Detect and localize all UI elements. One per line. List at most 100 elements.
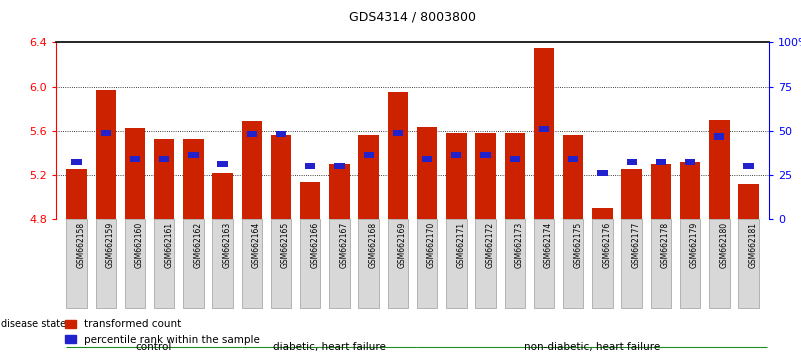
Bar: [125, 128, 145, 219]
Bar: [563, 136, 583, 219]
Text: GSM662179: GSM662179: [690, 222, 699, 268]
Bar: [276, 131, 286, 137]
Bar: [212, 173, 233, 219]
Text: GSM662167: GSM662167: [340, 222, 348, 268]
Bar: [533, 48, 554, 219]
Bar: [188, 152, 199, 158]
Bar: [271, 136, 292, 219]
Bar: [392, 130, 403, 136]
FancyBboxPatch shape: [650, 219, 671, 308]
Bar: [334, 163, 344, 170]
FancyBboxPatch shape: [417, 219, 437, 308]
Bar: [626, 159, 637, 165]
Bar: [329, 164, 350, 219]
Text: GSM662162: GSM662162: [193, 222, 203, 268]
Text: diabetic, heart failure: diabetic, heart failure: [273, 342, 386, 352]
FancyBboxPatch shape: [505, 219, 525, 308]
Bar: [481, 152, 491, 158]
FancyBboxPatch shape: [212, 219, 233, 308]
Bar: [714, 133, 724, 139]
Bar: [95, 90, 116, 219]
Bar: [101, 130, 111, 136]
FancyBboxPatch shape: [622, 219, 642, 308]
Text: non-diabetic, heart failure: non-diabetic, heart failure: [524, 342, 660, 352]
Bar: [388, 92, 409, 219]
Text: disease state ▶: disease state ▶: [1, 319, 77, 329]
Text: GSM662165: GSM662165: [281, 222, 290, 268]
Bar: [475, 133, 496, 219]
FancyBboxPatch shape: [271, 219, 292, 308]
FancyBboxPatch shape: [563, 219, 583, 308]
Bar: [505, 133, 525, 219]
Text: GSM662163: GSM662163: [223, 222, 231, 268]
Text: GSM662175: GSM662175: [574, 222, 582, 268]
FancyBboxPatch shape: [388, 219, 409, 308]
Text: GSM662159: GSM662159: [106, 222, 115, 268]
FancyBboxPatch shape: [592, 219, 613, 308]
Text: GSM662169: GSM662169: [398, 222, 407, 268]
Bar: [218, 161, 227, 167]
Bar: [685, 159, 695, 165]
Bar: [743, 163, 754, 170]
FancyBboxPatch shape: [300, 219, 320, 308]
Text: GSM662171: GSM662171: [457, 222, 465, 268]
Text: GSM662180: GSM662180: [719, 222, 728, 268]
Bar: [305, 163, 316, 170]
Text: GSM662168: GSM662168: [368, 222, 378, 268]
FancyBboxPatch shape: [66, 219, 87, 308]
FancyBboxPatch shape: [709, 219, 730, 308]
Legend: transformed count, percentile rank within the sample: transformed count, percentile rank withi…: [62, 315, 264, 349]
Text: GSM662178: GSM662178: [661, 222, 670, 268]
FancyBboxPatch shape: [329, 219, 350, 308]
Bar: [417, 127, 437, 219]
Text: GSM662158: GSM662158: [77, 222, 86, 268]
Bar: [300, 182, 320, 219]
Bar: [598, 170, 607, 176]
Bar: [364, 152, 374, 158]
Text: GSM662181: GSM662181: [748, 222, 758, 268]
Text: control: control: [135, 342, 172, 352]
Bar: [451, 152, 461, 158]
Bar: [739, 184, 759, 219]
Text: GSM662166: GSM662166: [310, 222, 320, 268]
Bar: [680, 162, 700, 219]
Text: GSM662170: GSM662170: [427, 222, 436, 268]
Bar: [71, 159, 82, 165]
Bar: [130, 156, 140, 162]
Bar: [568, 156, 578, 162]
Bar: [622, 169, 642, 219]
Bar: [154, 139, 175, 219]
Bar: [656, 159, 666, 165]
FancyBboxPatch shape: [154, 219, 175, 308]
Text: GSM662177: GSM662177: [632, 222, 641, 268]
Bar: [446, 133, 466, 219]
Bar: [159, 156, 169, 162]
Bar: [422, 156, 433, 162]
Text: GSM662172: GSM662172: [485, 222, 494, 268]
FancyBboxPatch shape: [242, 219, 262, 308]
FancyBboxPatch shape: [739, 219, 759, 308]
FancyBboxPatch shape: [95, 219, 116, 308]
Text: GSM662176: GSM662176: [602, 222, 611, 268]
FancyBboxPatch shape: [125, 219, 145, 308]
FancyBboxPatch shape: [533, 219, 554, 308]
FancyBboxPatch shape: [359, 219, 379, 308]
Bar: [650, 164, 671, 219]
Text: GSM662161: GSM662161: [164, 222, 173, 268]
Text: GSM662164: GSM662164: [252, 222, 261, 268]
FancyBboxPatch shape: [475, 219, 496, 308]
Text: GSM662173: GSM662173: [515, 222, 524, 268]
Bar: [592, 209, 613, 219]
Text: GSM662174: GSM662174: [544, 222, 553, 268]
Text: GSM662160: GSM662160: [135, 222, 144, 268]
Bar: [539, 126, 549, 132]
Bar: [183, 139, 203, 219]
FancyBboxPatch shape: [446, 219, 466, 308]
Bar: [242, 121, 262, 219]
Text: GDS4314 / 8003800: GDS4314 / 8003800: [349, 11, 476, 24]
Bar: [509, 156, 520, 162]
Bar: [359, 136, 379, 219]
FancyBboxPatch shape: [680, 219, 700, 308]
Bar: [66, 169, 87, 219]
Bar: [247, 131, 257, 137]
